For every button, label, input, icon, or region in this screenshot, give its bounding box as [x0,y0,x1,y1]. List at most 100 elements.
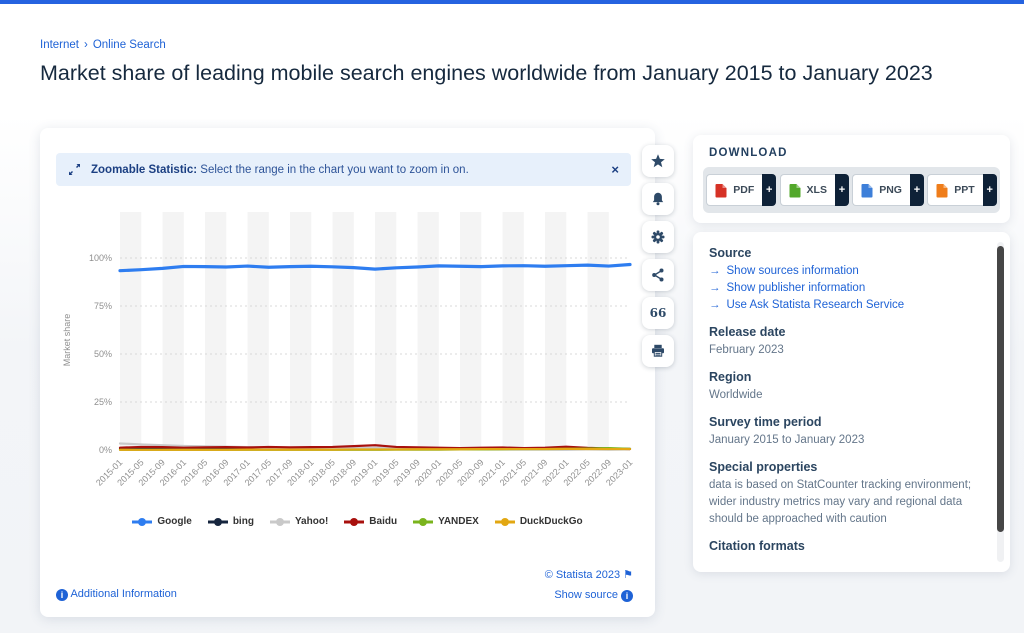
plus-icon[interactable]: + [982,174,997,206]
cite-button[interactable]: 66 [642,297,674,329]
breadcrumb: Internet › Online Search [40,39,166,51]
legend-label: DuckDuckGo [519,516,583,527]
plus-icon[interactable]: + [834,174,849,206]
close-icon[interactable]: × [611,162,619,177]
plot-band [587,212,609,450]
settings-button[interactable] [642,221,674,253]
quote-icon: 66 [649,306,667,320]
arrow-right-icon: → [709,299,721,311]
section-text: Worldwide [709,389,763,401]
info-section-survey-time-period: Survey time period January 2015 to Januar… [709,415,984,449]
section-heading: Citation formats [709,539,805,553]
top-accent-bar [0,0,1024,4]
download-ppt-button[interactable]: PPT + [927,174,997,206]
share-button[interactable] [642,259,674,291]
download-heading: DOWNLOAD [709,147,788,159]
plot-band [332,212,354,450]
show-source-link[interactable]: Show source i [554,589,633,602]
bell-icon [652,192,664,206]
download-xls-button[interactable]: XLS + [779,174,849,206]
section-link[interactable]: → Show sources information [709,265,859,277]
plot-band [247,212,269,450]
plot-band [290,212,312,450]
copyright-link[interactable]: © Statista 2023 ⚑ [544,569,633,581]
plot-band [502,212,524,450]
plot-band [460,212,482,450]
plot-band [545,212,567,450]
section-text: January 2015 to January 2023 [709,434,865,446]
section-heading: Special properties [709,460,818,474]
star-icon [651,154,665,168]
series-baidu[interactable] [118,444,632,451]
legend-item-duckduckgo[interactable]: DuckDuckGo [494,516,583,527]
download-format-label: PDF [733,184,755,196]
plot-band [162,212,184,450]
section-text: data is based on StatCounter tracking en… [709,479,972,525]
info-section-source: Source → Show sources information → Show pub… [709,246,984,314]
flag-icon: ⚑ [623,569,633,581]
favorite-button[interactable] [642,145,674,177]
legend-item-bing[interactable]: bing [207,516,254,527]
png-image-icon [861,183,873,197]
info-sections: Source → Show sources information → Show pub… [709,246,984,553]
legend-item-yandex[interactable]: YANDEX [413,516,479,527]
xls-file-icon [789,183,801,197]
y-tick-label: 75% [94,301,112,311]
chart-legend: Google bing Yahoo! Baidu YANDEX DuckDuckGo [50,516,665,527]
scrollbar-track[interactable] [997,242,1004,562]
info-section-release-date: Release date February 2023 [709,325,984,359]
legend-label: Baidu [369,516,398,527]
legend-item-baidu[interactable]: Baidu [344,516,397,527]
download-format-label: XLS [806,184,827,196]
download-png-button[interactable]: PNG + [852,174,924,206]
download-card: DOWNLOAD PDF + XLS + PNG + PPT + [693,135,1010,223]
ppt-file-icon [936,183,948,197]
section-link[interactable]: → Use Ask Statista Research Service [709,299,905,311]
section-heading: Survey time period [709,415,822,429]
section-heading: Region [709,370,752,384]
legend-label: Google [157,516,192,527]
download-pdf-button[interactable]: PDF + [706,174,777,206]
y-tick-label: 100% [89,253,112,263]
legend-item-google[interactable]: Google [132,516,192,527]
print-icon [652,344,664,357]
legend-label: YANDEX [438,516,479,527]
breadcrumb-online-search[interactable]: Online Search [92,39,166,51]
plus-icon[interactable]: + [909,174,924,206]
legend-item-yahoo![interactable]: Yahoo! [269,516,329,527]
plus-icon[interactable]: + [762,174,777,206]
y-tick-label: 0% [99,445,112,455]
zoom-diagonal-arrows-icon [69,164,80,175]
info-section-citation-formats: Citation formats [709,539,984,553]
legend-label: bing [232,516,254,527]
download-format-label: PPT [954,184,975,196]
arrow-right-icon: → [709,282,721,294]
additional-information-link[interactable]: i Additional Information [56,588,177,601]
statistic-toolbar: 66 [642,145,674,367]
section-text: February 2023 [709,344,784,356]
statistic-info-card: Source → Show sources information → Show pub… [693,232,1010,572]
series-google[interactable] [118,262,632,273]
market-share-line-chart[interactable]: 0%25%50%75%100%Market share2015-012015-0… [40,190,655,512]
zoomable-statistic-banner: Zoomable Statistic: Select the range in … [56,153,631,186]
page-title: Market share of leading mobile search en… [40,61,933,85]
breadcrumb-internet[interactable]: Internet [40,39,79,51]
series-duckduckgo[interactable] [118,447,632,451]
print-button[interactable] [642,335,674,367]
pdf-file-icon [715,183,727,197]
plot-band [120,212,142,450]
download-buttons-bar: PDF + XLS + PNG + PPT + [703,167,1000,213]
section-heading: Release date [709,325,786,339]
alert-button[interactable] [642,183,674,215]
legend-marker-icon [413,517,434,526]
legend-marker-icon [207,517,228,526]
section-heading: Source [709,246,752,260]
legend-marker-icon [344,517,365,526]
section-link[interactable]: → Show publisher information [709,282,866,294]
plot-band [417,212,439,450]
info-section-region: Region Worldwide [709,370,984,404]
legend-label: Yahoo! [294,516,329,527]
scrollbar-thumb[interactable] [997,246,1004,532]
info-icon: i [56,589,68,601]
